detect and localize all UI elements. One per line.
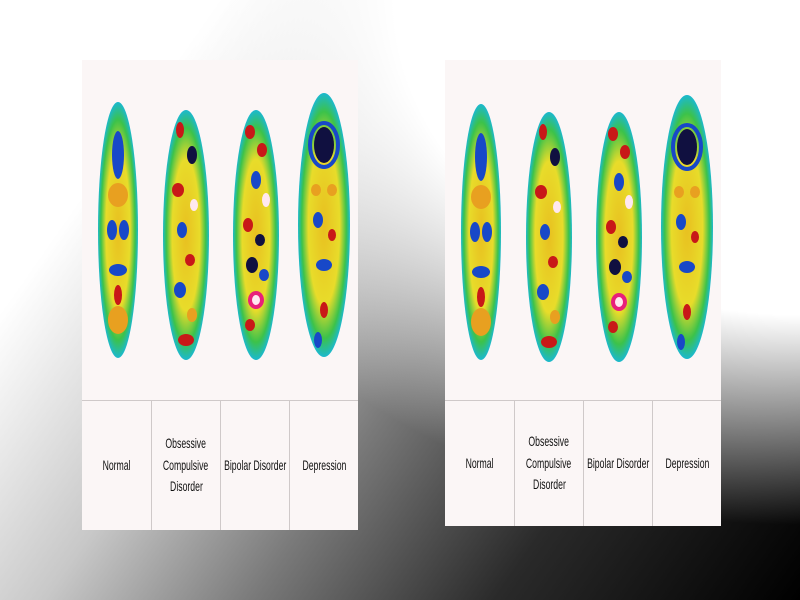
label-ocd-line2: Compulsive [526, 454, 572, 471]
label-normal: Normal [465, 454, 494, 471]
scan-bipolar [596, 112, 642, 362]
label-cell-depression: Depression [289, 401, 358, 530]
label-ocd-line1: Obsessive [165, 434, 207, 451]
scan-images-row [445, 60, 721, 400]
label-cell-normal: Normal [445, 401, 514, 526]
label-cell-depression: Depression [652, 401, 721, 526]
label-cell-ocd: Obsessive Compulsive Disorder [514, 401, 583, 526]
label-bipolar: Bipolar Disorder [586, 454, 650, 471]
scan-normal [461, 104, 501, 360]
scan-ocd [526, 112, 572, 362]
scan-normal [98, 102, 138, 358]
label-depression: Depression [302, 456, 346, 473]
label-depression: Depression [665, 454, 709, 471]
brain-scans-graphic [98, 93, 350, 360]
scan-bipolar [233, 110, 279, 360]
scan-ocd [163, 110, 209, 360]
label-ocd-line3: Disorder [169, 478, 203, 495]
scan-images-row [82, 60, 358, 400]
brain-scan-figure-right: Normal Obsessive Compulsive Disorder Bip… [445, 60, 721, 526]
label-cell-ocd: Obsessive Compulsive Disorder [151, 401, 220, 530]
label-ocd-line2: Compulsive [163, 456, 209, 473]
brain-scan-figure-left: Normal Obsessive Compulsive Disorder Bip… [82, 60, 358, 530]
label-cell-normal: Normal [82, 401, 151, 530]
brain-scans-graphic [461, 95, 713, 362]
label-cell-bipolar: Bipolar Disorder [220, 401, 289, 530]
label-ocd-line3: Disorder [532, 476, 566, 493]
scan-depression [298, 93, 350, 357]
label-normal: Normal [102, 456, 131, 473]
condition-labels-row: Normal Obsessive Compulsive Disorder Bip… [445, 400, 721, 526]
condition-labels-row: Normal Obsessive Compulsive Disorder Bip… [82, 400, 358, 530]
label-ocd-line1: Obsessive [528, 432, 570, 449]
label-cell-bipolar: Bipolar Disorder [583, 401, 652, 526]
label-bipolar: Bipolar Disorder [223, 456, 287, 473]
scan-depression [661, 95, 713, 359]
